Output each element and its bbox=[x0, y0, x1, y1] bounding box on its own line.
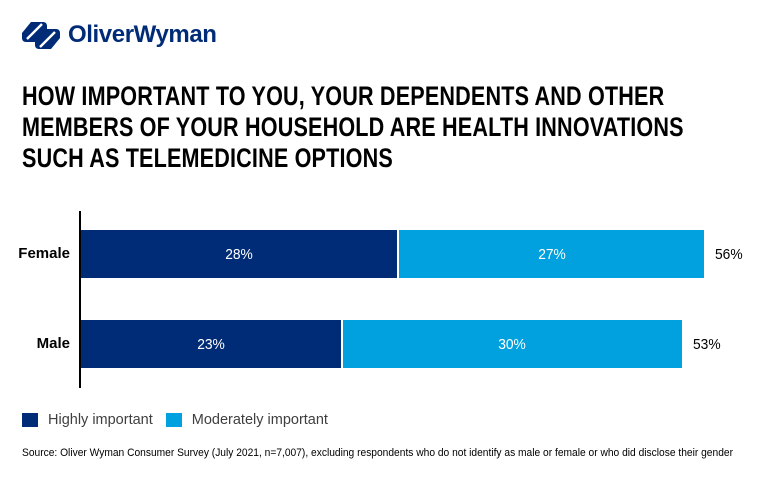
legend-swatch-highly-important bbox=[22, 413, 38, 427]
legend-item-moderately-important: Moderately important bbox=[165, 412, 328, 428]
legend-item-highly-important: Highly important bbox=[22, 412, 153, 428]
bar-value-label: 30% bbox=[498, 335, 527, 353]
category-label-male: Male bbox=[36, 335, 70, 352]
bar-row-male: Male 23% 30% 53% bbox=[0, 320, 766, 368]
y-axis-line bbox=[79, 211, 81, 388]
bar-group-male: 23% 30% 53% bbox=[81, 320, 723, 368]
title-line-3: SUCH AS TELEMEDICINE OPTIONS bbox=[22, 143, 393, 173]
bar-group-female: 28% 27% 56% bbox=[81, 230, 746, 278]
oliver-wyman-logo: OliverWyman bbox=[22, 21, 217, 49]
bar-value-label: 23% bbox=[197, 335, 225, 353]
bar-segment-male-moderately-important: 30% bbox=[342, 320, 682, 368]
oliver-wyman-logo-icon bbox=[22, 21, 60, 49]
bar-row-female: Female 28% 27% 56% bbox=[0, 230, 766, 278]
legend-label: Moderately important bbox=[191, 412, 328, 428]
chart-title: HOW IMPORTANT TO YOU, YOUR DEPENDENTS AN… bbox=[22, 81, 766, 174]
bar-segment-male-highly-important: 23% bbox=[81, 320, 341, 368]
legend-label: Highly important bbox=[48, 412, 153, 428]
total-label-female: 56% bbox=[715, 245, 744, 263]
legend-swatch-moderately-important bbox=[165, 413, 182, 427]
bar-value-label: 28% bbox=[225, 245, 254, 263]
total-label-male: 53% bbox=[692, 335, 721, 353]
oliver-wyman-logo-text: OliverWyman bbox=[68, 21, 217, 48]
bar-segment-female-moderately-important: 27% bbox=[399, 230, 705, 278]
category-label-female: Female bbox=[18, 245, 70, 262]
title-line-2: MEMBERS OF YOUR HOUSEHOLD ARE HEALTH INN… bbox=[22, 112, 684, 142]
stacked-bar-chart: Female 28% 27% 56% Male 23% 30% 53 bbox=[0, 211, 766, 388]
source-note: Source: Oliver Wyman Consumer Survey (Ju… bbox=[22, 447, 733, 459]
legend: Highly important Moderately important bbox=[22, 412, 328, 428]
bar-segment-female-highly-important: 28% bbox=[81, 230, 398, 278]
title-line-1: HOW IMPORTANT TO YOU, YOUR DEPENDENTS AN… bbox=[22, 81, 665, 111]
bar-value-label: 27% bbox=[538, 245, 566, 263]
